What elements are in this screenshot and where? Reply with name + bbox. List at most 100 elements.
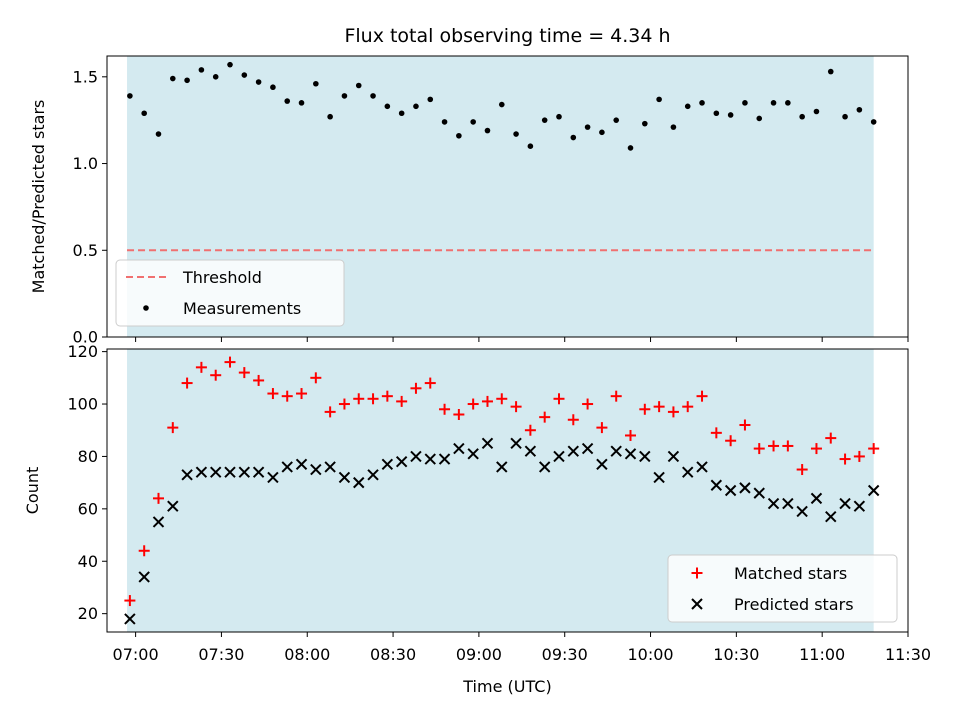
matched-star-point xyxy=(224,356,236,368)
matched-star-point xyxy=(481,395,493,407)
matched-star-point xyxy=(167,422,179,434)
matched-star-point xyxy=(410,382,422,394)
matched-star-point xyxy=(582,398,594,410)
measurement-point xyxy=(742,100,748,106)
matched-star-point xyxy=(567,414,579,426)
bottom-x-tick-label: 10:00 xyxy=(627,645,673,664)
measurement-point xyxy=(613,117,620,123)
top-y-tick-label: 0.0 xyxy=(73,328,98,347)
measurement-point xyxy=(599,129,605,136)
measurement-point xyxy=(684,103,691,110)
matched-star-point xyxy=(253,374,265,386)
measurement-point xyxy=(785,100,791,106)
bottom-x-tick-label: 09:30 xyxy=(542,645,588,664)
bottom-x-tick-label: 11:30 xyxy=(885,645,931,664)
measurement-point xyxy=(341,93,348,99)
measurement-point xyxy=(284,98,291,104)
bottom-x-tick-label: 07:00 xyxy=(113,645,159,664)
measurement-point xyxy=(527,143,534,149)
matched-star-point xyxy=(825,432,837,444)
predicted-star-point xyxy=(438,453,451,465)
predicted-star-point xyxy=(238,466,251,478)
matched-star-point xyxy=(810,443,822,455)
top-legend-box xyxy=(115,259,345,327)
predicted-stars-points xyxy=(124,437,880,625)
matched-star-point xyxy=(524,424,536,436)
bottom-y-tick-label: 40 xyxy=(78,552,98,571)
predicted-star-point xyxy=(810,492,823,505)
predicted-star-point xyxy=(710,479,723,491)
predicted-star-point xyxy=(424,453,436,465)
measurement-point xyxy=(313,80,319,87)
measurement-point xyxy=(270,84,276,91)
predicted-star-point xyxy=(782,497,794,510)
measurement-point xyxy=(384,103,391,110)
matched-star-point xyxy=(739,419,751,431)
top-panel: 0.0 0.5 1.0 1.5 Flux total observing time =… xyxy=(29,25,909,347)
matched-star-point xyxy=(725,435,737,447)
matched-stars-points xyxy=(124,356,880,607)
measurement-point xyxy=(670,124,677,130)
top-y-axis-ticks: 0.0 0.5 1.0 1.5 xyxy=(73,67,107,347)
bottom-x-tick-label: 07:30 xyxy=(198,645,244,664)
matched-star-point xyxy=(682,401,694,413)
matched-star-point xyxy=(553,393,565,405)
matched-star-point xyxy=(625,429,637,441)
matched-star-point xyxy=(639,403,651,415)
predicted-star-point xyxy=(481,437,494,450)
predicted-star-point xyxy=(524,445,537,457)
measurement-point xyxy=(255,79,262,85)
measurement-point xyxy=(799,113,805,120)
predicted-star-point xyxy=(753,487,765,499)
matched-star-point xyxy=(667,406,679,418)
measurement-point xyxy=(770,100,777,106)
bottom-x-tick-label: 10:30 xyxy=(713,645,759,664)
measurements-legend-marker xyxy=(143,305,149,311)
top-legend: Threshold Measurements xyxy=(115,259,345,327)
predicted-star-point xyxy=(395,455,408,468)
matched-star-point xyxy=(839,453,851,465)
bottom-y-axis-ticks: 20 40 60 80 100 120 xyxy=(67,342,107,623)
measurement-point xyxy=(413,103,419,110)
threshold-legend-label: Threshold xyxy=(182,268,262,287)
matched-star-point xyxy=(195,361,207,373)
predicted-star-point xyxy=(338,471,351,484)
predicted-star-point xyxy=(696,461,708,473)
measurement-point xyxy=(870,119,877,125)
matched-star-point xyxy=(596,422,608,434)
measurement-point xyxy=(441,119,448,125)
matched-star-point xyxy=(296,388,308,400)
matched-star-point xyxy=(381,390,393,402)
measurement-point xyxy=(184,77,190,84)
matched-star-point xyxy=(610,390,622,402)
bottom-axes-frame xyxy=(106,348,909,633)
predicted-star-point xyxy=(138,571,150,583)
predicted-star-point xyxy=(581,442,594,455)
predicted-star-point xyxy=(381,458,394,471)
matched-star-point xyxy=(467,398,479,410)
measurement-point xyxy=(241,72,248,78)
measurement-point xyxy=(856,106,863,113)
matched-star-point xyxy=(152,492,164,504)
predicted-star-point xyxy=(295,458,308,471)
bottom-y-tick-label: 60 xyxy=(78,499,98,518)
matched-star-point xyxy=(367,393,379,405)
predicted-star-point xyxy=(181,469,193,481)
predicted-star-point xyxy=(538,461,551,473)
matched-star-point xyxy=(539,411,551,423)
bottom-y-tick-label: 80 xyxy=(78,447,98,466)
bottom-x-axis-ticks: 07:00 07:30 08:00 08:30 09:00 09:30 10:00 10:30… xyxy=(113,632,931,664)
predicted-star-point xyxy=(767,497,780,510)
bottom-y-tick-label: 20 xyxy=(78,604,98,623)
predicted-stars-legend-marker xyxy=(691,598,703,610)
matched-stars-legend-marker-shape xyxy=(691,567,703,579)
measurement-point xyxy=(327,113,333,120)
predicted-star-point xyxy=(324,461,336,473)
measurement-point xyxy=(513,131,519,137)
predicted-star-point xyxy=(610,445,622,457)
matched-star-point xyxy=(710,427,722,439)
matched-star-point xyxy=(210,369,222,381)
matched-star-point xyxy=(138,545,150,557)
predicted-star-point xyxy=(496,461,508,473)
